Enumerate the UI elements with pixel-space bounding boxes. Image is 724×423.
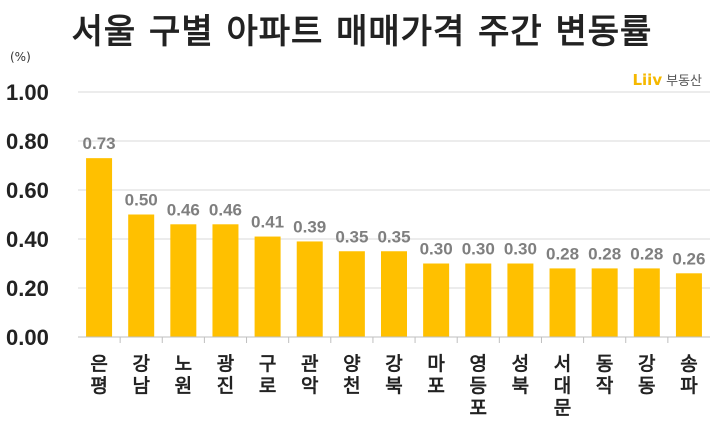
y-axis-ticks: 0.00 0.20 0.40 0.60 0.80 1.00 (6, 80, 49, 350)
kb-liiv-logo: Liiv 부동산 (632, 70, 702, 89)
bar (507, 263, 534, 337)
data-label: 0.46 (167, 200, 200, 219)
y-tick-label: 0.20 (6, 276, 49, 301)
y-tick-label: 1.00 (6, 80, 49, 105)
data-labels: 0.73 0.50 0.46 0.46 0.41 0.39 0.35 0.35 0.30 0.30… (83, 134, 706, 268)
liiv-logo-mark: Liiv (632, 71, 663, 89)
data-label: 0.41 (251, 213, 284, 232)
data-label: 0.28 (546, 244, 579, 263)
bar (86, 158, 113, 337)
bar (170, 224, 197, 337)
bar (338, 251, 365, 337)
data-label: 0.35 (377, 227, 410, 246)
y-tick-label: 0.40 (6, 227, 49, 252)
bar (254, 236, 281, 337)
bar (549, 268, 576, 337)
data-label: 0.46 (209, 200, 242, 219)
bar (296, 241, 323, 337)
data-label: 0.35 (335, 227, 368, 246)
data-label: 0.30 (420, 240, 453, 259)
y-tick-label: 0.80 (6, 129, 49, 154)
bar (633, 268, 660, 337)
bar (381, 251, 407, 337)
x-axis-labels: 은 평 강 남 노 원 광 진 구 로 관 악 양 천 강 북 마 포 영 등 포 성 북 서 대 문 동 작 강 동 송 파 (90, 337, 698, 419)
data-label: 0.28 (588, 244, 621, 263)
logo-text: 부동산 (666, 74, 702, 89)
data-label: 0.26 (672, 249, 705, 268)
data-label: 0.73 (83, 134, 116, 153)
data-label: 0.50 (125, 191, 158, 210)
unit-label: (%) (10, 50, 31, 64)
data-label: 0.28 (630, 244, 663, 263)
data-label: 0.30 (504, 240, 537, 259)
y-tick-label: 0.00 (6, 325, 49, 350)
bar (212, 224, 239, 337)
chart-title: 서울 구별 아파트 매매가격 주간 변동률 (71, 12, 653, 52)
y-tick-label: 0.60 (6, 178, 49, 203)
bar (423, 263, 450, 337)
bar (128, 214, 155, 337)
data-label: 0.30 (462, 240, 495, 259)
bar (675, 273, 702, 337)
bar (591, 268, 618, 337)
bar (465, 263, 492, 337)
data-label: 0.39 (293, 217, 326, 236)
bars (86, 158, 702, 337)
